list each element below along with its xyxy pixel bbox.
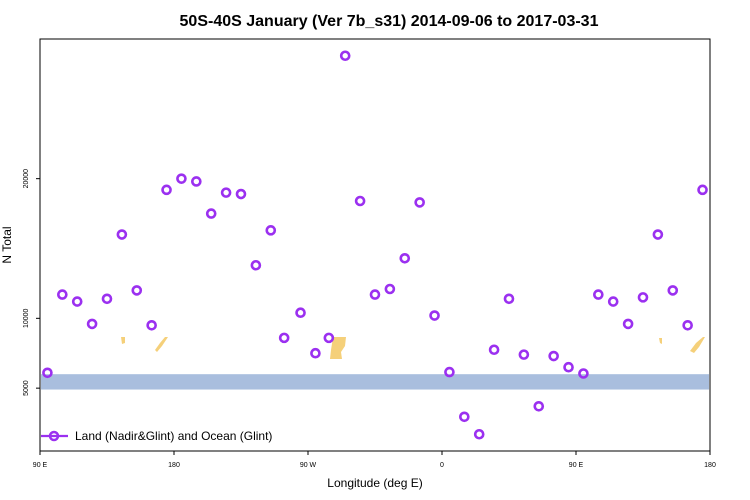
- x-tick-label: 90 E: [33, 462, 48, 469]
- data-point: [697, 184, 708, 196]
- data-point: [278, 332, 290, 344]
- data-point: [310, 347, 321, 359]
- ocean-band: [41, 374, 709, 390]
- plot-frame: [39, 38, 711, 452]
- data-point: [220, 187, 232, 198]
- data-point: [622, 318, 634, 330]
- legend-marker-icon: [48, 430, 60, 442]
- data-point: [503, 293, 515, 305]
- latitude-band: [41, 337, 709, 390]
- data-point: [191, 176, 202, 187]
- data-point: [459, 411, 470, 423]
- data-point: [473, 428, 485, 440]
- data-point: [86, 318, 98, 330]
- data-point: [323, 332, 335, 344]
- land-patch-1: [121, 337, 125, 344]
- data-point: [399, 252, 411, 264]
- x-axis-ticks: 90 E 180 90 W 0 90 E 180: [33, 451, 716, 469]
- data-point: [682, 320, 693, 331]
- data-point: [488, 344, 500, 356]
- data-point: [369, 289, 381, 300]
- y-axis-label: N Total: [0, 226, 14, 263]
- x-tick-label: 180: [168, 462, 180, 469]
- data-point: [161, 184, 172, 196]
- y-tick-label: 20000: [23, 169, 30, 189]
- data-point: [429, 310, 440, 321]
- data-point: [176, 173, 187, 184]
- y-axis-ticks: 5000 10000 20000: [23, 169, 40, 396]
- data-point: [101, 293, 113, 305]
- legend: Land (Nadir&Glint) and Ocean (Glint): [41, 429, 272, 443]
- data-point: [295, 307, 306, 319]
- land-patch-2: [155, 337, 168, 352]
- data-point: [593, 289, 604, 300]
- data-point: [71, 296, 83, 307]
- data-point: [205, 208, 217, 219]
- data-point: [146, 320, 157, 331]
- x-tick-label: 0: [440, 462, 444, 469]
- data-point: [578, 368, 589, 379]
- data-point: [339, 50, 351, 62]
- data-point: [518, 349, 530, 360]
- x-tick-label: 90 E: [569, 462, 584, 469]
- x-tick-label: 90 W: [300, 462, 317, 469]
- land-patch-5: [690, 337, 705, 353]
- data-point: [42, 367, 53, 379]
- data-point: [384, 283, 396, 295]
- data-point: [444, 366, 455, 378]
- data-point: [414, 197, 425, 208]
- data-point: [57, 289, 68, 300]
- data-point: [354, 195, 366, 207]
- data-points: [42, 50, 708, 440]
- data-point: [131, 285, 143, 296]
- data-point: [235, 188, 247, 200]
- data-point: [637, 292, 649, 303]
- data-point: [652, 229, 664, 240]
- chart-title: 50S-40S January (Ver 7b_s31) 2014-09-06 …: [180, 13, 599, 30]
- data-point: [265, 225, 277, 236]
- data-point: [563, 361, 574, 373]
- data-point: [116, 229, 128, 240]
- land-patch-4: [659, 338, 662, 344]
- data-point: [667, 285, 679, 296]
- x-axis-label: Longitude (deg E): [327, 476, 422, 490]
- y-tick-label: 10000: [23, 308, 30, 328]
- data-point: [250, 259, 262, 271]
- data-point: [607, 296, 619, 307]
- legend-label: Land (Nadir&Glint) and Ocean (Glint): [75, 429, 272, 443]
- land-patch-3: [330, 337, 346, 359]
- y-tick-label: 5000: [23, 380, 30, 396]
- x-tick-label: 180: [704, 462, 716, 469]
- data-point: [548, 350, 559, 362]
- data-point: [533, 401, 545, 412]
